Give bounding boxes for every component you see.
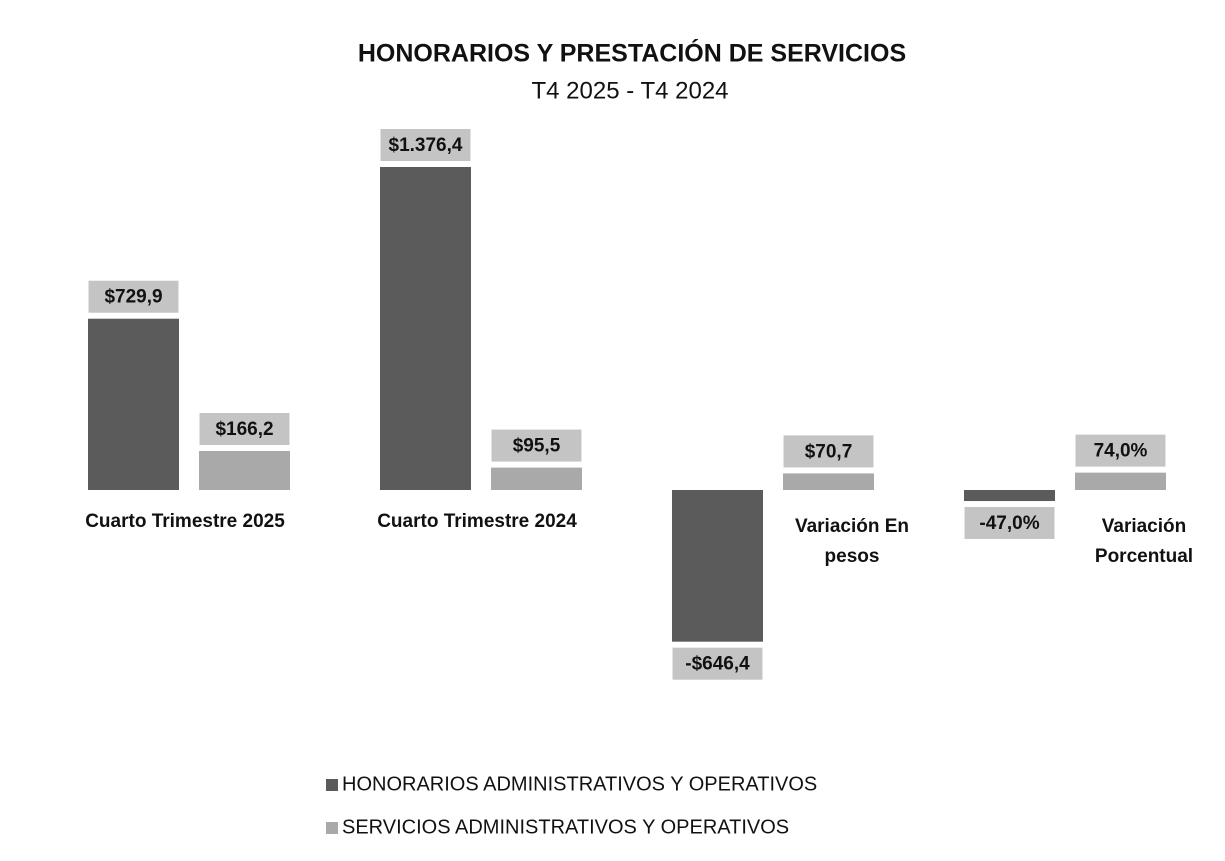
value-label-bg: [1075, 434, 1166, 467]
legend-label: HONORARIOS ADMINISTRATIVOS Y OPERATIVOS: [342, 773, 817, 795]
bar: [672, 490, 763, 642]
bar: [88, 318, 179, 490]
chart-subtitle: T4 2025 - T4 2024: [531, 77, 728, 104]
value-label: 74,0%: [1094, 441, 1148, 462]
value-label: $70,7: [805, 441, 853, 462]
category-label: Cuarto Trimestre 2025: [85, 511, 285, 532]
value-label-bg: [672, 647, 763, 680]
value-label-bg: [491, 429, 582, 462]
value-label: $729,9: [104, 287, 162, 308]
legend-swatch: [326, 779, 338, 791]
category-label: Variación Porcentual: [1094, 516, 1194, 567]
bar: [491, 467, 582, 490]
value-label-bg: [380, 129, 471, 161]
value-label-bg: [88, 280, 179, 313]
category-label: Cuarto Trimestre 2024: [377, 511, 577, 532]
category-label: Variación En pesos: [794, 516, 910, 567]
bar: [199, 450, 290, 490]
value-label-bg: [199, 412, 290, 445]
bar: [380, 167, 471, 490]
value-label-bg: [964, 507, 1055, 540]
value-label: $95,5: [513, 436, 561, 457]
value-label: $166,2: [215, 419, 273, 440]
legend-label: SERVICIOS ADMINISTRATIVOS Y OPERATIVOS: [342, 816, 789, 838]
value-label: -47,0%: [979, 513, 1039, 534]
value-label: $1.376,4: [389, 135, 463, 156]
bar: [783, 473, 874, 490]
bar: [1075, 472, 1166, 490]
chart-title: HONORARIOS Y PRESTACIÓN DE SERVICIOS: [358, 38, 906, 68]
bar: [964, 490, 1055, 502]
value-label-bg: [783, 435, 874, 468]
value-label: -$646,4: [685, 654, 750, 675]
legend-swatch: [326, 822, 338, 834]
